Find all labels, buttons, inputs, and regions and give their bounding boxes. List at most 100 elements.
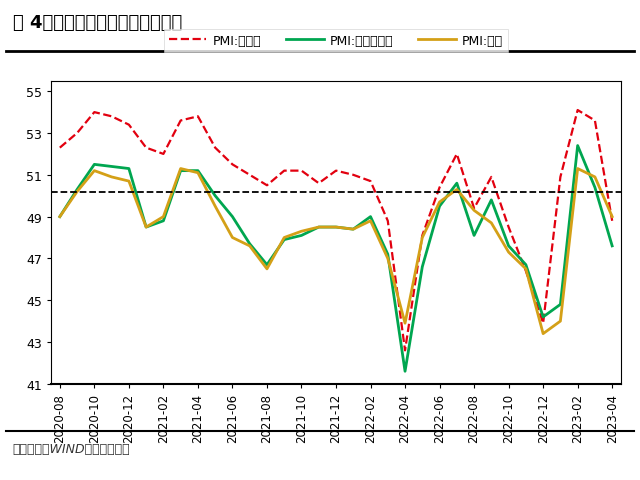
PMI:新出口订单: [470, 233, 478, 239]
PMI:新出口订单: [591, 185, 599, 191]
PMI:进口: [108, 175, 115, 180]
PMI:进口: [142, 225, 150, 230]
PMI:进口: [522, 266, 530, 272]
PMI:进口: [401, 321, 409, 326]
PMI:新订单: [367, 179, 374, 185]
PMI:新订单: [56, 145, 63, 151]
PMI:进口: [56, 214, 63, 220]
Text: 资料来源：WIND，财信研究院: 资料来源：WIND，财信研究院: [13, 442, 131, 455]
PMI:新出口订单: [125, 166, 132, 172]
PMI:新订单: [557, 175, 564, 180]
PMI:新出口订单: [142, 225, 150, 230]
PMI:新订单: [591, 119, 599, 124]
PMI:新订单: [159, 152, 167, 157]
PMI:新出口订单: [419, 264, 426, 270]
PMI:新订单: [401, 348, 409, 353]
PMI:新出口订单: [73, 187, 81, 193]
PMI:新订单: [177, 119, 184, 124]
PMI:进口: [125, 179, 132, 185]
PMI:新订单: [142, 145, 150, 151]
PMI:新出口订单: [557, 302, 564, 308]
PMI:新订单: [280, 168, 288, 174]
PMI:新订单: [315, 181, 323, 187]
PMI:进口: [246, 243, 253, 249]
PMI:新订单: [488, 175, 495, 180]
PMI:进口: [90, 168, 98, 174]
PMI:新出口订单: [384, 252, 392, 258]
PMI:新出口订单: [349, 227, 357, 232]
PMI:进口: [505, 250, 513, 255]
PMI:新订单: [470, 206, 478, 212]
PMI:新出口订单: [56, 214, 63, 220]
PMI:进口: [73, 189, 81, 195]
PMI:进口: [315, 225, 323, 230]
PMI:新订单: [108, 114, 115, 120]
PMI:进口: [349, 227, 357, 232]
PMI:进口: [332, 225, 340, 230]
PMI:进口: [384, 256, 392, 262]
PMI:新订单: [90, 110, 98, 116]
PMI:新出口订单: [263, 262, 271, 268]
PMI:进口: [419, 235, 426, 241]
PMI:新出口订单: [540, 314, 547, 320]
Legend: PMI:新订单, PMI:新出口订单, PMI:进口: PMI:新订单, PMI:新出口订单, PMI:进口: [164, 30, 508, 53]
PMI:进口: [574, 166, 582, 172]
PMI:新出口订单: [298, 233, 305, 239]
PMI:新出口订单: [315, 225, 323, 230]
PMI:进口: [280, 235, 288, 241]
PMI:新出口订单: [246, 241, 253, 247]
PMI:新出口订单: [280, 237, 288, 243]
PMI:新出口订单: [211, 193, 219, 199]
PMI:新出口订单: [90, 162, 98, 168]
PMI:新订单: [349, 173, 357, 179]
PMI:新订单: [436, 185, 444, 191]
PMI:新订单: [505, 225, 513, 230]
PMI:进口: [540, 331, 547, 337]
Line: PMI:新出口订单: PMI:新出口订单: [60, 146, 612, 372]
PMI:新出口订单: [609, 243, 616, 249]
PMI:新订单: [609, 218, 616, 224]
PMI:进口: [488, 220, 495, 226]
PMI:进口: [453, 187, 461, 193]
PMI:进口: [436, 200, 444, 205]
PMI:新订单: [125, 122, 132, 128]
PMI:新订单: [522, 268, 530, 274]
PMI:进口: [211, 204, 219, 210]
PMI:新出口订单: [228, 214, 236, 220]
PMI:新出口订单: [436, 204, 444, 210]
PMI:新订单: [540, 321, 547, 326]
PMI:新出口订单: [401, 369, 409, 374]
PMI:新出口订单: [488, 198, 495, 204]
PMI:进口: [159, 214, 167, 220]
PMI:新订单: [228, 162, 236, 168]
PMI:新出口订单: [453, 181, 461, 187]
PMI:新订单: [246, 173, 253, 179]
PMI:新出口订单: [194, 168, 202, 174]
PMI:进口: [263, 266, 271, 272]
PMI:进口: [194, 170, 202, 176]
Line: PMI:新订单: PMI:新订单: [60, 111, 612, 350]
PMI:进口: [591, 175, 599, 180]
PMI:新订单: [263, 183, 271, 189]
PMI:新订单: [73, 131, 81, 137]
PMI:进口: [470, 208, 478, 214]
PMI:进口: [177, 166, 184, 172]
PMI:进口: [298, 229, 305, 235]
PMI:新出口订单: [159, 218, 167, 224]
PMI:新订单: [194, 114, 202, 120]
PMI:新订单: [384, 218, 392, 224]
PMI:进口: [228, 235, 236, 241]
PMI:进口: [367, 218, 374, 224]
Line: PMI:进口: PMI:进口: [60, 169, 612, 334]
PMI:新订单: [574, 108, 582, 114]
PMI:新出口订单: [574, 144, 582, 149]
PMI:新出口订单: [505, 243, 513, 249]
PMI:进口: [557, 319, 564, 324]
PMI:新出口订单: [177, 168, 184, 174]
PMI:新订单: [332, 168, 340, 174]
PMI:新出口订单: [522, 262, 530, 268]
PMI:新订单: [211, 145, 219, 151]
PMI:进口: [609, 214, 616, 220]
PMI:新出口订单: [108, 164, 115, 170]
PMI:新出口订单: [367, 214, 374, 220]
